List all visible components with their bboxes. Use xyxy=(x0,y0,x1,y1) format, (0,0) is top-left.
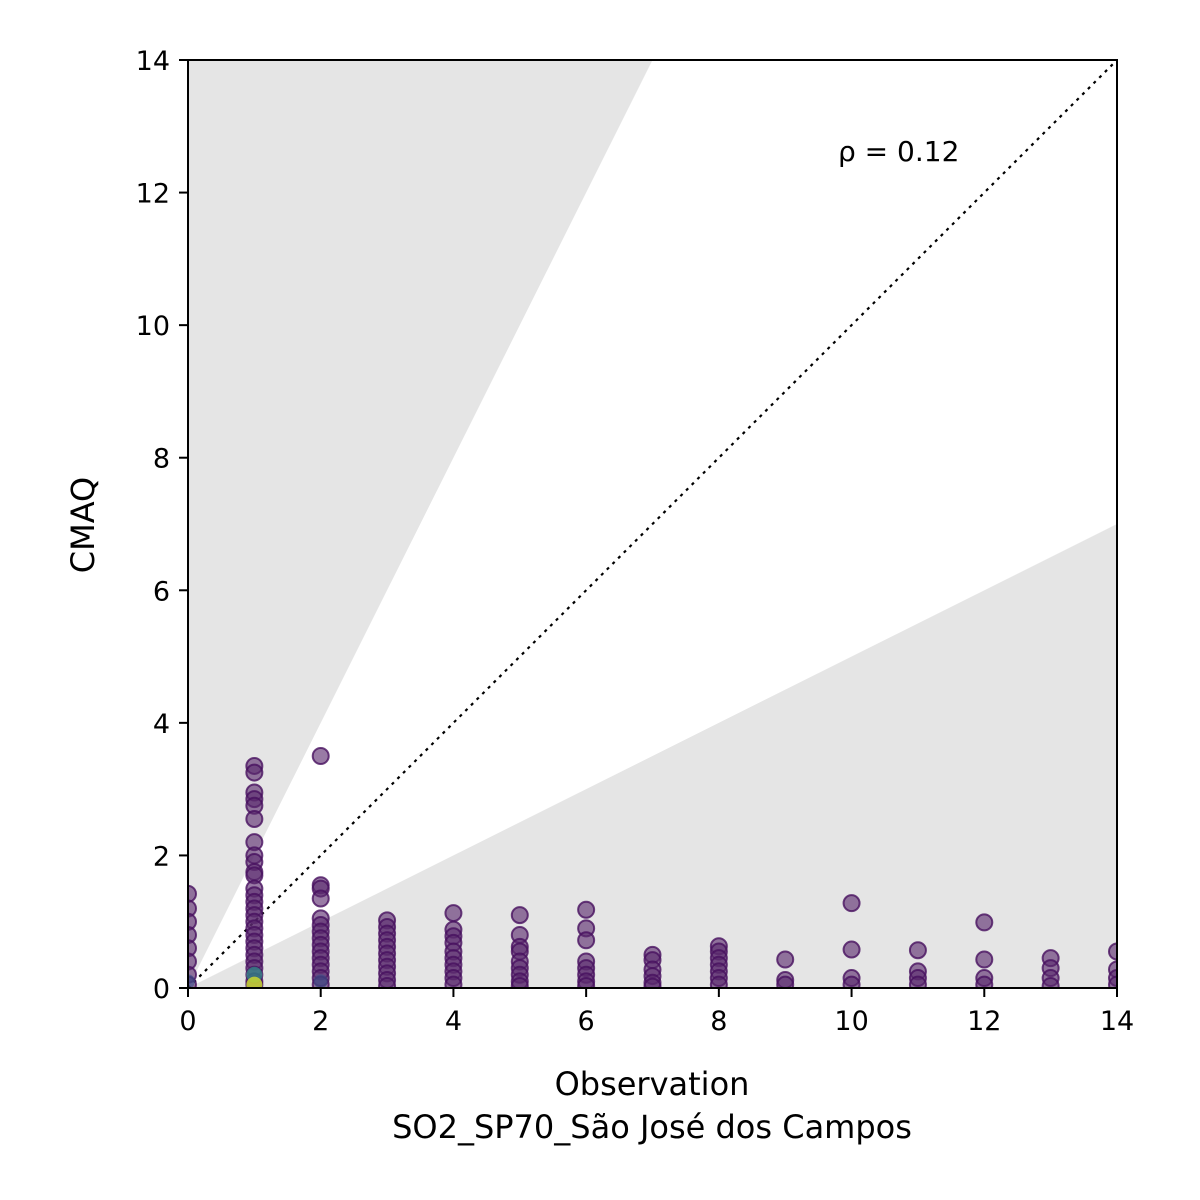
y-tick-label: 8 xyxy=(153,444,170,475)
data-point xyxy=(245,809,264,828)
data-point xyxy=(444,975,463,988)
data-point xyxy=(842,894,861,913)
x-tick-label: 10 xyxy=(834,1006,868,1037)
data-point xyxy=(1108,975,1117,988)
y-axis-title: CMAQ xyxy=(64,477,102,573)
data-point xyxy=(577,900,596,919)
data-point xyxy=(709,975,728,988)
data-point xyxy=(643,977,662,988)
y-tick-label: 12 xyxy=(136,179,170,210)
axes: 0 2 4 6 8 10 12 14 0 2 4 6 8 10 12 14 xyxy=(136,46,1135,1037)
data-point xyxy=(975,975,994,988)
plot-area xyxy=(188,60,1117,988)
data-point xyxy=(975,913,994,932)
x-tick-label: 6 xyxy=(578,1006,595,1037)
x-tick-label: 14 xyxy=(1100,1006,1134,1037)
data-point xyxy=(188,884,197,903)
data-point xyxy=(842,975,861,988)
x-tick-label: 0 xyxy=(179,1006,196,1037)
data-point xyxy=(188,912,197,931)
data-point xyxy=(1041,977,1060,988)
data-point xyxy=(776,975,795,988)
data-point xyxy=(245,763,264,782)
one-to-one-line xyxy=(188,60,1117,988)
data-point xyxy=(975,950,994,969)
x-tick-label: 8 xyxy=(710,1006,727,1037)
data-point xyxy=(842,940,861,959)
y-tick-label: 2 xyxy=(153,841,170,872)
data-point xyxy=(188,899,197,918)
lower-shaded-band xyxy=(188,524,1117,988)
dense-point xyxy=(246,976,263,988)
x-tick-label: 2 xyxy=(312,1006,329,1037)
data-point xyxy=(908,975,927,988)
correlation-annotation: ρ = 0.12 xyxy=(838,135,959,168)
data-point xyxy=(577,977,596,988)
data-point xyxy=(577,931,596,950)
y-tick-label: 0 xyxy=(153,974,170,1005)
data-point xyxy=(776,950,795,969)
y-tick-label: 10 xyxy=(136,311,170,342)
data-point xyxy=(311,889,330,908)
x-tick-label: 4 xyxy=(445,1006,462,1037)
x-axis-title: Observation xyxy=(555,1065,750,1103)
data-point xyxy=(188,925,197,944)
data-point xyxy=(311,747,330,765)
data-point xyxy=(378,977,397,988)
y-tick-label: 6 xyxy=(153,576,170,607)
x-axis-subtitle: SO2_SP70_São José dos Campos xyxy=(392,1108,912,1146)
data-point xyxy=(510,906,529,925)
y-tick-label: 4 xyxy=(153,709,170,740)
data-point xyxy=(188,952,197,971)
data-point xyxy=(510,977,529,988)
data-point xyxy=(444,904,463,923)
data-point xyxy=(188,939,197,958)
data-point xyxy=(1108,942,1117,961)
data-point xyxy=(908,941,927,960)
upper-shaded-band xyxy=(188,60,653,988)
x-tick-label: 12 xyxy=(967,1006,1001,1037)
y-tick-label: 14 xyxy=(136,46,170,77)
dense-point xyxy=(188,974,195,988)
plot-frame xyxy=(187,59,1118,989)
dense-point xyxy=(313,974,328,988)
